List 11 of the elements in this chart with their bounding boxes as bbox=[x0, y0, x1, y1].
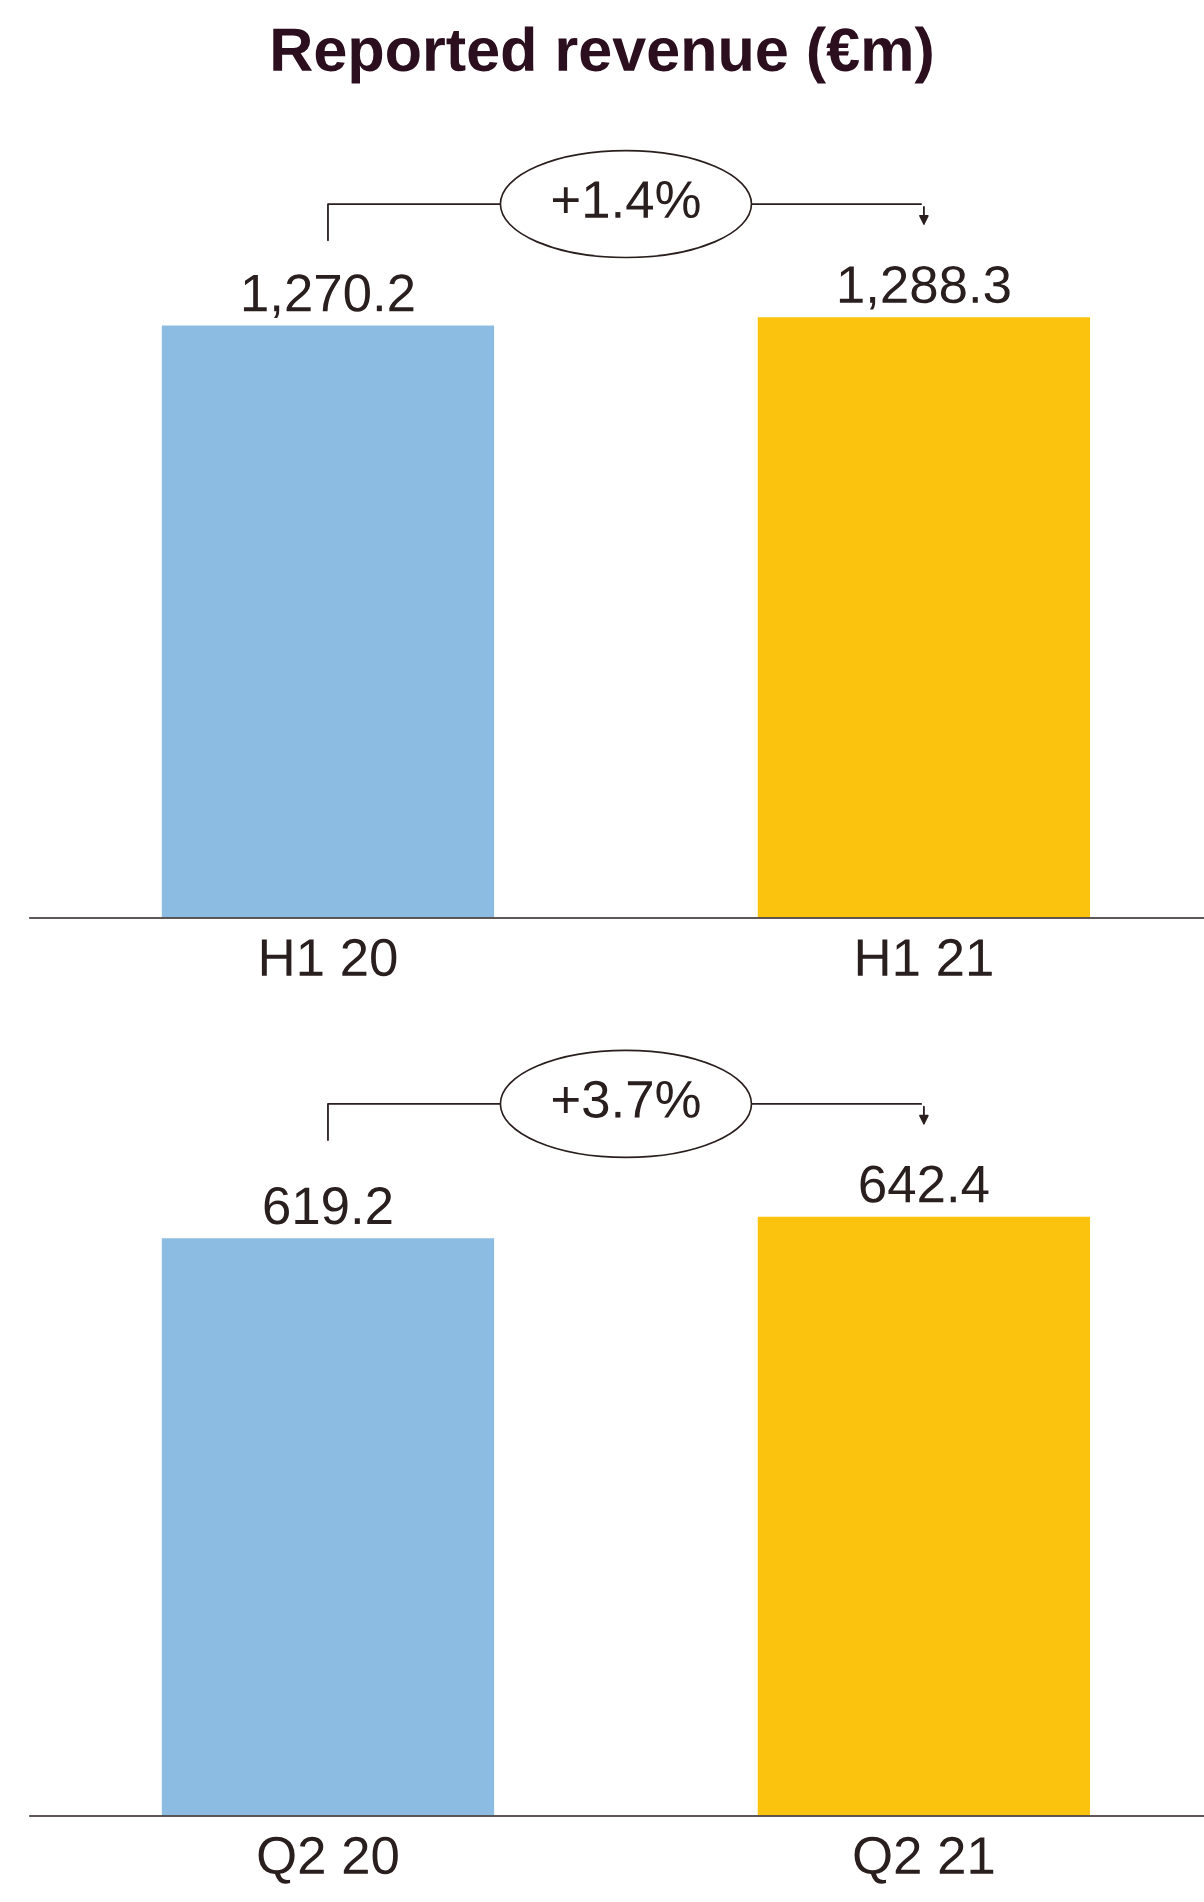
x-tick-label: Q2 21 bbox=[854, 1836, 994, 1884]
text: +3.7% bbox=[552, 1080, 700, 1119]
data-label: 1,288.3 bbox=[839, 265, 1010, 310]
data-label: 642.4 bbox=[860, 1165, 989, 1203]
data-label: 1,270.2 bbox=[243, 274, 414, 318]
chart-title: Reported revenue (€m) bbox=[273, 26, 932, 84]
text: +1.4% bbox=[552, 181, 700, 219]
x-tick-label: Q2 20 bbox=[258, 1836, 398, 1884]
x-tick-label: H1 21 bbox=[857, 938, 992, 976]
data-label: 619.2 bbox=[264, 1187, 392, 1225]
x-tick-label: H1 20 bbox=[261, 938, 397, 977]
